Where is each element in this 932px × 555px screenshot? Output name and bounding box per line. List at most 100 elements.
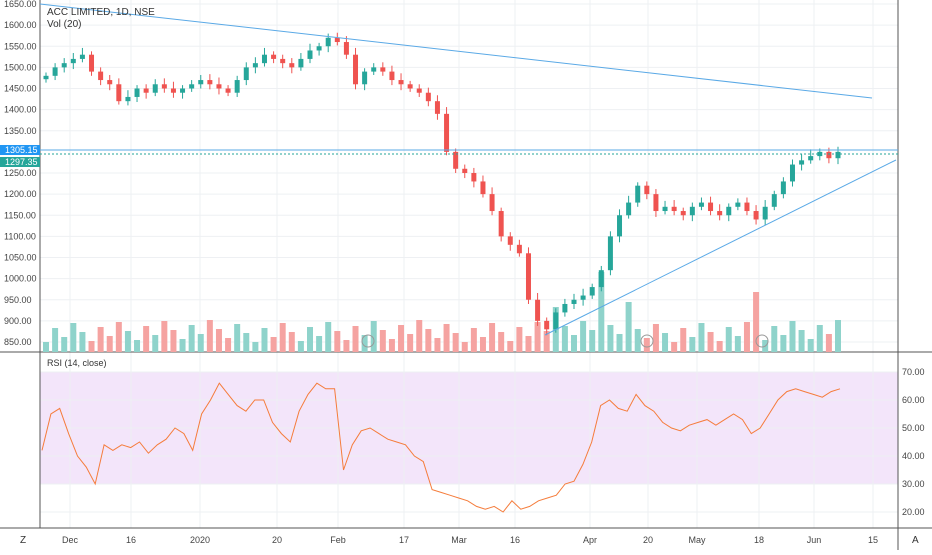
volume-bar	[70, 323, 77, 352]
volume-bar	[434, 338, 441, 352]
volume-bar	[61, 337, 68, 352]
time-tick-label: 20	[272, 535, 282, 545]
volume-bar	[352, 326, 359, 352]
earnings-marker-icon[interactable]	[640, 334, 654, 348]
volume-bar	[307, 327, 313, 352]
candle-body	[343, 42, 349, 55]
volume-bar	[789, 321, 796, 352]
volume-bar	[725, 327, 732, 352]
volume-bar	[379, 330, 386, 352]
price-tag-lower-bg	[0, 157, 40, 167]
volume-bar	[179, 339, 186, 352]
rsi-tick-label: 50.00	[902, 423, 925, 433]
volume-bar	[343, 340, 350, 352]
time-axis[interactable]: Dec 16 2020 20 Feb 17 Mar 16 Apr 20 May 18 Jun 15	[62, 535, 878, 545]
volume-bar	[197, 334, 204, 352]
candle-body	[234, 80, 240, 93]
event-markers[interactable]	[361, 334, 769, 348]
candle-body	[407, 84, 413, 89]
candle-body	[635, 185, 641, 203]
price-tick-label: 1200.00	[4, 189, 37, 199]
candle-body	[107, 80, 113, 85]
candle-body	[653, 194, 659, 212]
time-tick-label: May	[688, 535, 706, 545]
candle-body	[753, 211, 759, 220]
candle-body	[726, 206, 732, 216]
candle-body	[52, 67, 58, 76]
candle-body	[134, 88, 140, 97]
candle-body	[416, 88, 422, 93]
candle-body	[434, 101, 440, 114]
price-tick-label: 1600.00	[4, 20, 37, 30]
candle-body	[116, 84, 122, 102]
volume-bar	[516, 327, 523, 352]
time-tick-label: 20	[643, 535, 653, 545]
candle-body	[70, 58, 76, 64]
price-tick-label: 1350.00	[4, 126, 37, 136]
volume-bar	[43, 342, 49, 352]
candle-body	[462, 168, 468, 173]
volume-bar	[543, 331, 550, 352]
candle-body	[544, 320, 550, 330]
volume-bar	[798, 330, 805, 352]
candle-body	[680, 211, 686, 216]
candle-body	[607, 236, 613, 271]
candle-body	[271, 54, 277, 59]
candle-body	[617, 215, 623, 237]
candle-body	[316, 46, 322, 51]
volume-bar	[416, 320, 423, 352]
volume-bar	[835, 320, 841, 352]
dividend-marker-icon[interactable]	[755, 334, 769, 348]
price-tag-upper-bg	[0, 145, 40, 155]
volume-bar	[206, 320, 213, 352]
volume-bar	[680, 328, 687, 352]
volume-bar	[425, 329, 432, 352]
candle-body	[207, 80, 213, 85]
candle-body	[89, 54, 95, 72]
candle-body	[425, 92, 431, 102]
rsi-tick-label: 70.00	[902, 367, 925, 377]
volume-bar	[243, 333, 250, 352]
volume-bar	[261, 328, 268, 352]
volume-bar	[589, 330, 596, 352]
volume-bar	[734, 336, 741, 352]
lower-trendline[interactable]	[544, 159, 897, 336]
rsi-axis[interactable]: 70.00 60.00 50.00 40.00 30.00 20.00	[902, 367, 925, 517]
auto-scale-button[interactable]: A	[912, 535, 919, 546]
rsi-label: RSI (14, close)	[47, 358, 107, 368]
zoom-button[interactable]: Z	[20, 535, 26, 546]
candle-body	[143, 88, 149, 93]
upper-trendline[interactable]	[39, 3, 873, 99]
volume-bar	[79, 332, 86, 352]
price-tick-label: 1450.00	[4, 84, 37, 94]
price-tick-label: 1400.00	[4, 105, 37, 115]
candle-body	[562, 303, 568, 313]
volume-bar	[88, 341, 95, 352]
candle-body	[398, 80, 404, 85]
volume-bar	[407, 334, 414, 352]
volume-bar	[707, 332, 714, 352]
volume-bar	[225, 338, 232, 352]
volume-bar	[816, 325, 823, 352]
price-axis[interactable]: 1650.00 1600.00 1550.00 1500.00 1450.00 1400.…	[4, 0, 37, 347]
candle-body	[225, 88, 231, 93]
candle-body	[662, 206, 668, 212]
candle-body	[353, 54, 359, 85]
dividend-marker-icon[interactable]	[361, 334, 375, 348]
candle-body	[444, 113, 450, 152]
candle-body	[61, 63, 67, 68]
candle-body	[198, 80, 204, 85]
volume-bar	[370, 321, 377, 352]
candle-body	[671, 206, 677, 212]
volume-bar	[634, 329, 641, 352]
volume-bar	[470, 328, 477, 352]
volume-bar	[443, 324, 450, 352]
candle-body	[307, 50, 313, 59]
candle-body	[535, 299, 541, 321]
candle-body	[835, 151, 841, 159]
rsi-tick-label: 60.00	[902, 395, 925, 405]
time-tick-label: 16	[126, 535, 136, 545]
time-tick-label: Apr	[583, 535, 597, 545]
